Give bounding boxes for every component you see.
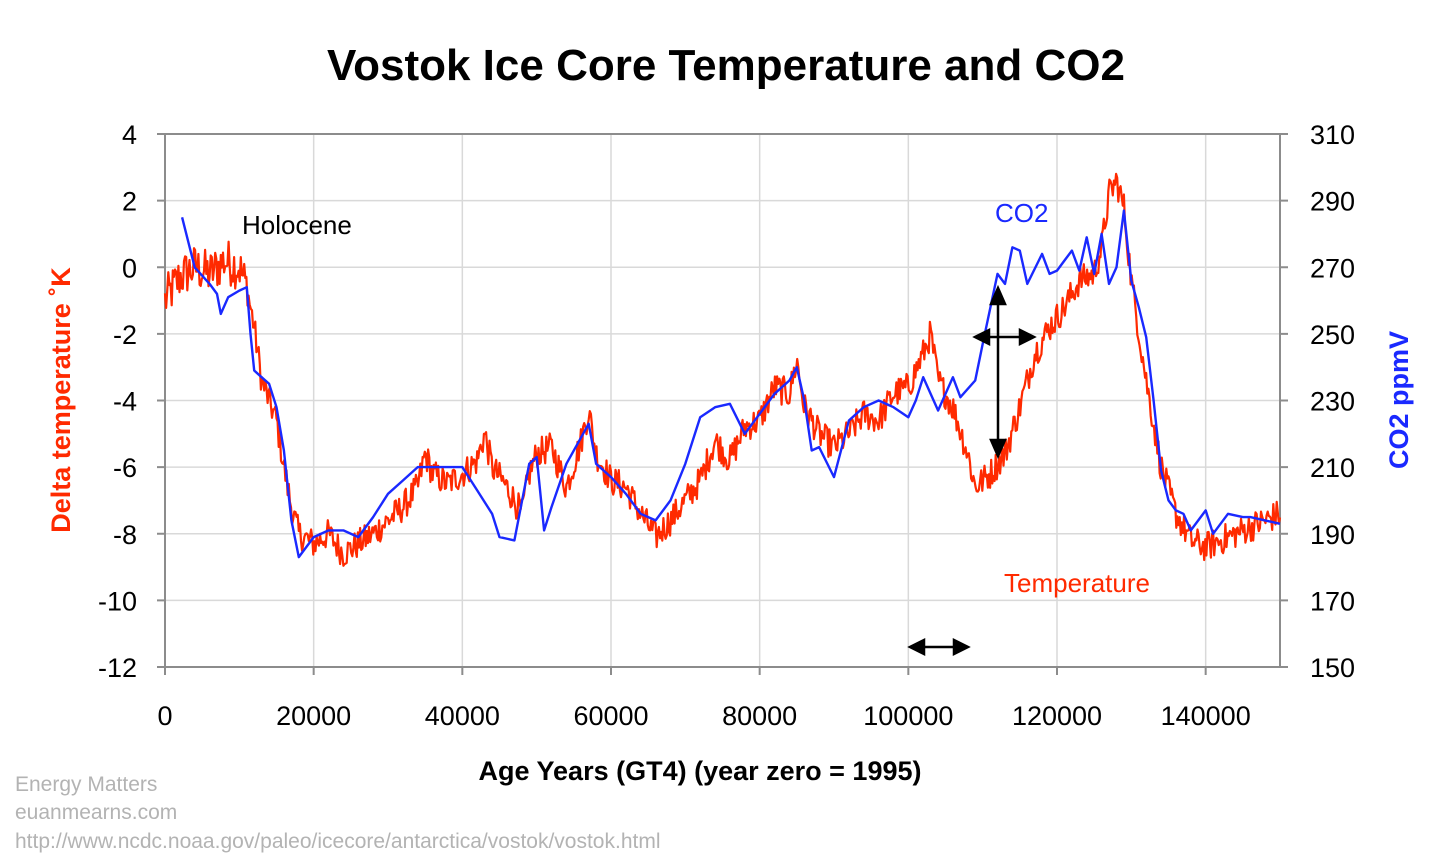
arrowhead-right-lower (952, 637, 971, 657)
x-tick-label: 60000 (573, 701, 648, 731)
y-right-tick-label: 290 (1310, 187, 1355, 217)
y-right-tick-label: 270 (1310, 253, 1355, 283)
x-tick-label: 140000 (1161, 701, 1251, 731)
credit-source-url: http://www.ncdc.noaa.gov/paleo/icecore/a… (15, 830, 661, 853)
temperature-series-line (163, 172, 1282, 567)
y-right-axis-label: CO2 ppmV (1384, 331, 1414, 469)
y-right-tick-label: 190 (1310, 520, 1355, 550)
y-left-tick-label: 4 (122, 120, 137, 150)
co2-series-line (180, 209, 1281, 559)
x-tick-label: 40000 (425, 701, 500, 731)
y-left-tick-label: 2 (122, 187, 137, 217)
credit-line-1: Energy Matters (15, 773, 157, 796)
y-right-tick-label: 150 (1310, 653, 1355, 683)
x-tick-label: 120000 (1012, 701, 1102, 731)
y-left-tick-label: -6 (113, 453, 137, 483)
y-left-tick-label: -8 (113, 520, 137, 550)
arrowhead-up (989, 284, 1007, 306)
credit-line-2: euanmearns.com (15, 801, 177, 824)
holocene-label: Holocene (242, 210, 352, 240)
temperature-series-label: Temperature (1004, 568, 1150, 598)
y-right-tick-label: 170 (1310, 586, 1355, 616)
y-left-tick-label: 0 (122, 253, 137, 283)
x-tick-label: 20000 (276, 701, 351, 731)
y-right-tick-label: 250 (1310, 320, 1355, 350)
arrowhead-down (989, 438, 1007, 460)
y-right-tick-label: 310 (1310, 120, 1355, 150)
arrowhead-left-upper (972, 327, 991, 347)
y-left-axis-label: Delta temperature ˚K (46, 267, 76, 533)
x-tick-label: 80000 (722, 701, 797, 731)
y-right-axis-ticks: 310 290 270 250 230 210 190 170 150 (1280, 120, 1355, 683)
y-left-tick-label: -2 (113, 320, 137, 350)
y-left-tick-label: -4 (113, 387, 137, 417)
x-axis-ticks: 0 20000 40000 60000 80000 100000 120000 140000 (157, 667, 1251, 731)
x-axis-label: Age Years (GT4) (year zero = 1995) (479, 756, 922, 786)
x-tick-label: 0 (157, 701, 172, 731)
lag-arrows (907, 284, 1037, 657)
co2-series-label: CO2 (995, 198, 1048, 228)
y-right-tick-label: 230 (1310, 387, 1355, 417)
y-left-axis-ticks: 4 2 0 -2 -4 -6 -8 -10 -12 (98, 120, 165, 683)
chart-title: Vostok Ice Core Temperature and CO2 (327, 41, 1125, 90)
arrowhead-right-upper (1018, 327, 1037, 347)
y-left-tick-label: -12 (98, 653, 137, 683)
arrowhead-left-lower (907, 637, 926, 657)
x-tick-label: 100000 (863, 701, 953, 731)
y-right-tick-label: 210 (1310, 453, 1355, 483)
y-left-tick-label: -10 (98, 586, 137, 616)
